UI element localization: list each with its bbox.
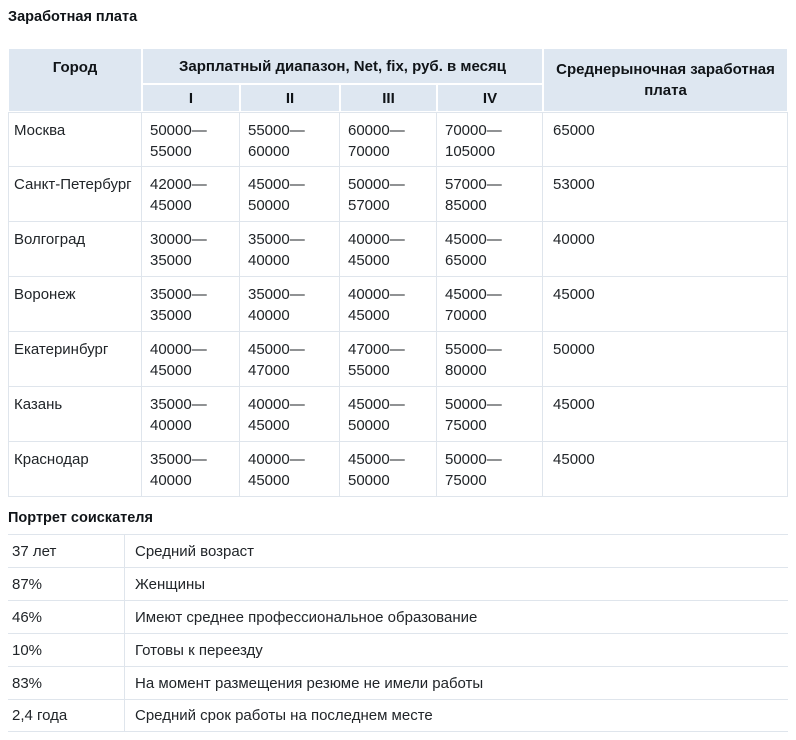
salary-table-row: Волгоград 30000— 35000 35000— 40000 4000… — [8, 222, 789, 277]
stat-label-cell: Средний возраст — [125, 534, 788, 567]
portrait-table-row: 83% На момент размещения резюме не имели… — [8, 666, 788, 699]
stat-label-cell: Готовы к переезду — [125, 633, 788, 666]
stat-value-cell: 2,4 года — [8, 699, 125, 732]
range-cell-q4: 70000— 105000 — [437, 112, 544, 167]
range-cell-q1: 35000— 40000 — [142, 442, 240, 497]
range-cell-q3: 40000— 45000 — [340, 222, 437, 277]
range-cell-q1: 35000— 35000 — [142, 277, 240, 332]
stat-label-cell: Средний срок работы на последнем месте — [125, 699, 788, 732]
salary-table-row: Воронеж 35000— 35000 35000— 40000 40000—… — [8, 277, 789, 332]
col-header-quartile-1: I — [142, 84, 240, 112]
range-cell-q4: 50000— 75000 — [437, 442, 544, 497]
avg-salary-cell: 50000 — [543, 332, 789, 387]
range-cell-q3: 40000— 45000 — [340, 277, 437, 332]
col-header-average-salary: Среднерыночная заработная плата — [543, 48, 789, 112]
col-header-quartile-2: II — [240, 84, 340, 112]
salary-table-row: Москва 50000— 55000 55000— 60000 60000— … — [8, 112, 789, 167]
avg-salary-cell: 53000 — [543, 167, 789, 222]
portrait-table: 37 лет Средний возраст 87% Женщины 46% И… — [8, 534, 788, 732]
range-cell-q4: 45000— 70000 — [437, 277, 544, 332]
range-cell-q2: 40000— 45000 — [240, 387, 340, 442]
salary-table-body: Москва 50000— 55000 55000— 60000 60000— … — [8, 112, 789, 497]
city-cell: Волгоград — [8, 222, 142, 277]
range-cell-q3: 47000— 55000 — [340, 332, 437, 387]
range-cell-q1: 35000— 40000 — [142, 387, 240, 442]
col-header-quartile-4: IV — [437, 84, 544, 112]
range-cell-q2: 40000— 45000 — [240, 442, 340, 497]
portrait-table-row: 87% Женщины — [8, 567, 788, 600]
range-cell-q4: 45000— 65000 — [437, 222, 544, 277]
range-cell-q4: 57000— 85000 — [437, 167, 544, 222]
col-header-city: Город — [8, 48, 142, 112]
range-cell-q2: 55000— 60000 — [240, 112, 340, 167]
col-header-quartile-3: III — [340, 84, 437, 112]
stat-value-cell: 83% — [8, 666, 125, 699]
range-cell-q2: 35000— 40000 — [240, 222, 340, 277]
salary-table-row: Санкт-Петербург 42000— 45000 45000— 5000… — [8, 167, 789, 222]
range-cell-q1: 40000— 45000 — [142, 332, 240, 387]
city-cell: Воронеж — [8, 277, 142, 332]
range-cell-q3: 45000— 50000 — [340, 442, 437, 497]
range-cell-q3: 45000— 50000 — [340, 387, 437, 442]
range-cell-q1: 50000— 55000 — [142, 112, 240, 167]
col-header-salary-range: Зарплатный диапазон, Net, fix, руб. в ме… — [142, 48, 544, 84]
stat-value-cell: 87% — [8, 567, 125, 600]
avg-salary-cell: 45000 — [543, 387, 789, 442]
salary-table-row: Казань 35000— 40000 40000— 45000 45000— … — [8, 387, 789, 442]
stat-label-cell: На момент размещения резюме не имели раб… — [125, 666, 788, 699]
salary-table-row: Екатеринбург 40000— 45000 45000— 47000 4… — [8, 332, 789, 387]
stat-value-cell: 10% — [8, 633, 125, 666]
salary-table-row: Краснодар 35000— 40000 40000— 45000 4500… — [8, 442, 789, 497]
stat-label-cell: Женщины — [125, 567, 788, 600]
portrait-table-row: 2,4 года Средний срок работы на последне… — [8, 699, 788, 732]
portrait-table-row: 10% Готовы к переезду — [8, 633, 788, 666]
range-cell-q1: 30000— 35000 — [142, 222, 240, 277]
stat-label-cell: Имеют среднее профессиональное образован… — [125, 600, 788, 633]
salary-section-title: Заработная плата — [8, 9, 138, 25]
avg-salary-cell: 45000 — [543, 442, 789, 497]
range-cell-q4: 55000— 80000 — [437, 332, 544, 387]
city-cell: Москва — [8, 112, 142, 167]
city-cell: Санкт-Петербург — [8, 167, 142, 222]
portrait-table-body: 37 лет Средний возраст 87% Женщины 46% И… — [8, 534, 788, 732]
city-cell: Екатеринбург — [8, 332, 142, 387]
range-cell-q3: 50000— 57000 — [340, 167, 437, 222]
salary-table-header: Город Зарплатный диапазон, Net, fix, руб… — [8, 48, 789, 112]
avg-salary-cell: 45000 — [543, 277, 789, 332]
city-cell: Казань — [8, 387, 142, 442]
portrait-table-row: 37 лет Средний возраст — [8, 534, 788, 567]
avg-salary-cell: 40000 — [543, 222, 789, 277]
range-cell-q3: 60000— 70000 — [340, 112, 437, 167]
range-cell-q2: 45000— 47000 — [240, 332, 340, 387]
range-cell-q4: 50000— 75000 — [437, 387, 544, 442]
portrait-section-title: Портрет соискателя — [8, 510, 153, 526]
avg-salary-cell: 65000 — [543, 112, 789, 167]
range-cell-q1: 42000— 45000 — [142, 167, 240, 222]
city-cell: Краснодар — [8, 442, 142, 497]
stat-value-cell: 37 лет — [8, 534, 125, 567]
portrait-table-row: 46% Имеют среднее профессиональное образ… — [8, 600, 788, 633]
stat-value-cell: 46% — [8, 600, 125, 633]
salary-table: Город Зарплатный диапазон, Net, fix, руб… — [8, 48, 789, 497]
range-cell-q2: 45000— 50000 — [240, 167, 340, 222]
range-cell-q2: 35000— 40000 — [240, 277, 340, 332]
